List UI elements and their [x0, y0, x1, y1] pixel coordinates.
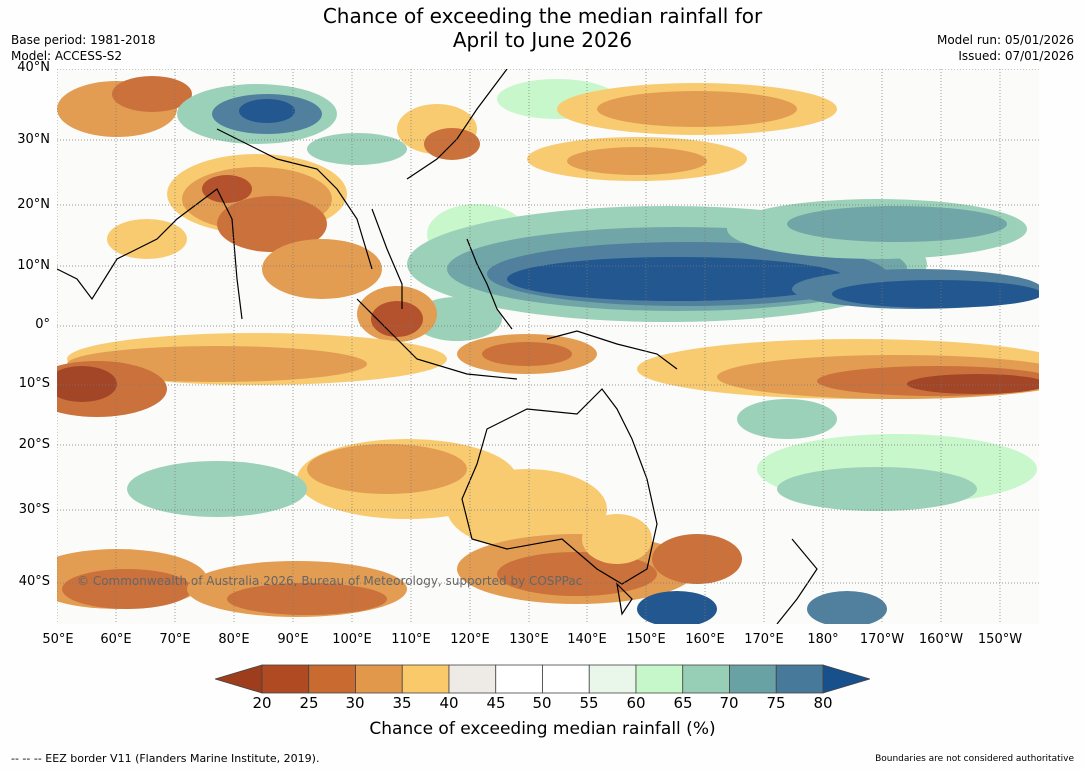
- colorbar-tick: 75: [766, 694, 786, 712]
- colorbar-segment: [729, 664, 777, 694]
- copyright-text: © Commonwealth of Australia 2026, Bureau…: [77, 574, 582, 588]
- colorbar-tick: 35: [392, 694, 412, 712]
- colorbar-tick: 70: [719, 694, 739, 712]
- map-title: Chance of exceeding the median rainfall …: [0, 4, 1085, 52]
- lat-label-30s: 30°S: [18, 502, 50, 517]
- colorbar-tick: 60: [626, 694, 646, 712]
- lat-label-40s: 40°S: [18, 574, 50, 589]
- lon-label: 50°E: [42, 632, 74, 647]
- lat-label-20s: 20°S: [18, 437, 50, 452]
- meta-right: Model run: 05/01/2026 Issued: 07/01/2026: [937, 32, 1074, 64]
- colorbar: [215, 664, 870, 694]
- colorbar-tick: 80: [813, 694, 833, 712]
- colorbar-segment: [355, 664, 403, 694]
- colorbar-tick: 20: [252, 694, 272, 712]
- colorbar-tick: 65: [673, 694, 693, 712]
- colorbar-tick: 45: [486, 694, 506, 712]
- lat-label-10s: 10°S: [18, 376, 50, 391]
- colorbar-tick: 50: [532, 694, 552, 712]
- colorbar-segment: [822, 664, 870, 694]
- lat-label-0: 0°: [35, 317, 50, 332]
- lon-label: 120°E: [450, 632, 490, 647]
- rainfall-shading: [57, 76, 1039, 624]
- model-run: Model run: 05/01/2026: [936, 33, 1074, 47]
- colorbar-tick: 25: [299, 694, 319, 712]
- lat-label-20n: 20°N: [17, 197, 50, 212]
- lon-label: 170°W: [859, 632, 905, 647]
- rainfall-map: © Commonwealth of Australia 2026, Bureau…: [57, 69, 1039, 624]
- colorbar-segment: [635, 664, 684, 694]
- lon-label: 70°E: [159, 632, 191, 647]
- colorbar-segment: [775, 664, 824, 694]
- meta-left: Base period: 1981-2018 Model: ACCESS-S2: [11, 32, 156, 64]
- coastlines: [57, 69, 818, 624]
- lon-label: 150°W: [977, 632, 1023, 647]
- colorbar-segment: [682, 664, 730, 694]
- lon-label: 180°: [807, 632, 839, 647]
- colorbar-tick: 40: [439, 694, 459, 712]
- colorbar-segment: [215, 664, 263, 694]
- colorbar-segment: [588, 664, 637, 694]
- colorbar-label: Chance of exceeding median rainfall (%): [369, 719, 716, 739]
- lat-label-10n: 10°N: [17, 258, 50, 273]
- title-line-2: April to June 2026: [452, 28, 633, 52]
- colorbar-segment: [308, 664, 356, 694]
- lon-label: 160°E: [685, 632, 725, 647]
- colorbar-segment: [542, 664, 590, 694]
- lon-label: 100°E: [332, 632, 372, 647]
- lon-label: 140°E: [567, 632, 607, 647]
- boundaries-disclaimer: Boundaries are not considered authoritat…: [875, 754, 1074, 764]
- title-line-1: Chance of exceeding the median rainfall …: [322, 4, 763, 28]
- colorbar-segment: [448, 664, 497, 694]
- issued-date: Issued: 07/01/2026: [958, 49, 1074, 63]
- graticule: [57, 69, 1039, 624]
- lon-label: 130°E: [509, 632, 549, 647]
- lon-label: 80°E: [218, 632, 250, 647]
- lon-label: 170°E: [744, 632, 784, 647]
- lat-label-30n: 30°N: [17, 132, 50, 147]
- lat-label-40n: 40°N: [17, 60, 50, 75]
- colorbar-segment: [261, 664, 310, 694]
- lon-label: 90°E: [277, 632, 309, 647]
- lon-label: 60°E: [100, 632, 132, 647]
- lon-label: 160°W: [918, 632, 964, 647]
- colorbar-tick: 55: [579, 694, 599, 712]
- model-name: Model: ACCESS-S2: [11, 49, 123, 63]
- lon-label: 150°E: [626, 632, 666, 647]
- base-period: Base period: 1981-2018: [11, 33, 156, 47]
- eez-footnote: -- -- -- EEZ border V11 (Flanders Marine…: [11, 752, 320, 765]
- colorbar-tick: 30: [345, 694, 365, 712]
- lon-label: 110°E: [391, 632, 431, 647]
- colorbar-segment: [401, 664, 450, 694]
- colorbar-segment: [495, 664, 543, 694]
